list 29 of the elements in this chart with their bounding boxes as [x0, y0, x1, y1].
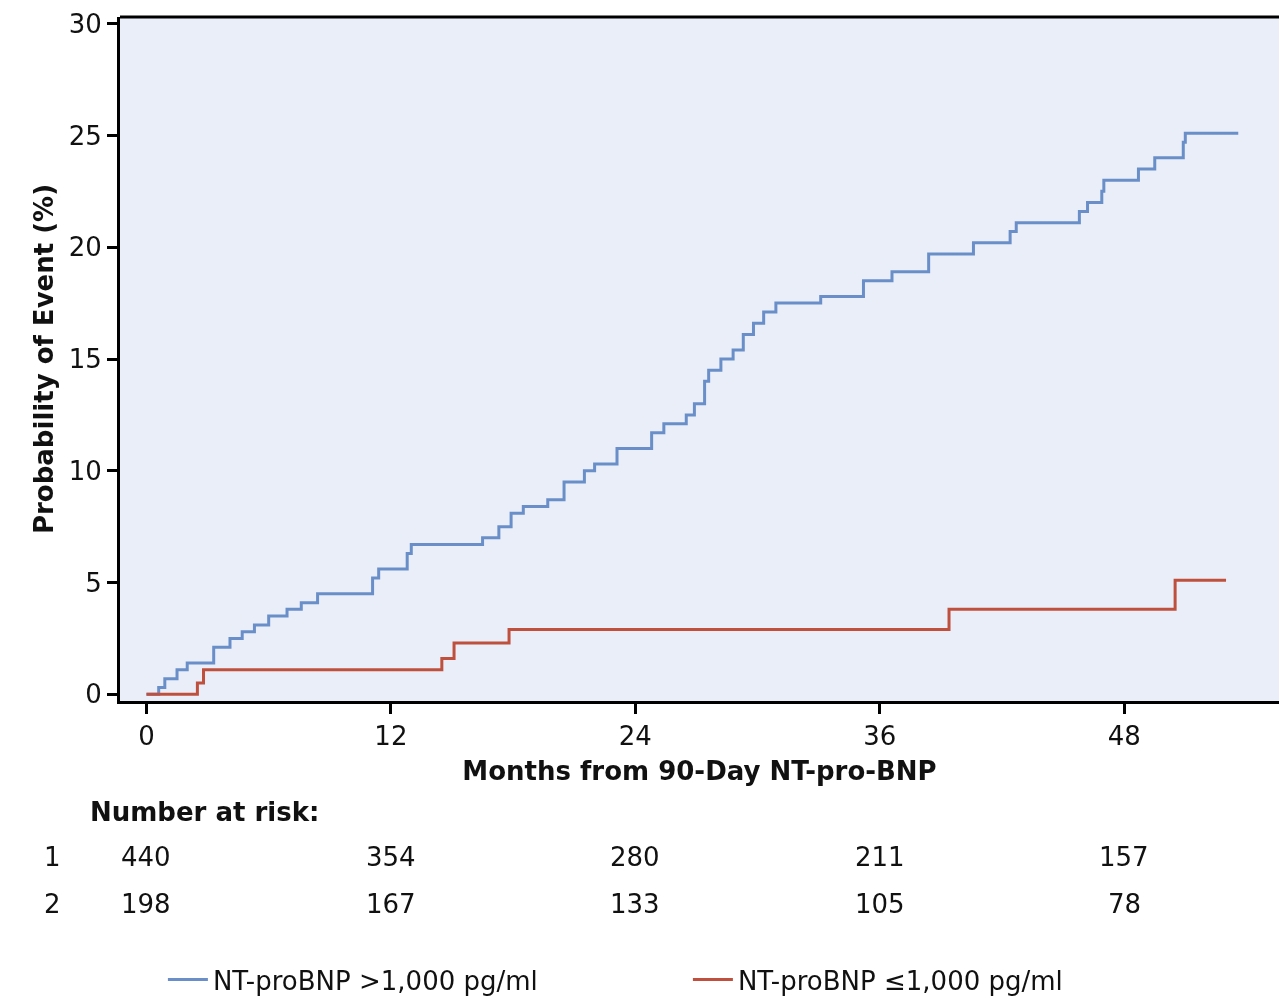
text: 133 — [610, 889, 660, 919]
y-tick-label: 10 — [68, 455, 102, 486]
text: 1 — [44, 842, 61, 872]
y-tick-label: 30 — [68, 8, 102, 39]
y-tick-label: 25 — [68, 120, 102, 151]
x-axis-title: Months from 90-Day NT-pro-BNP — [462, 755, 937, 786]
x-tick-label: 36 — [863, 721, 897, 752]
y-tick-label: 15 — [68, 344, 102, 375]
text: 167 — [366, 889, 416, 919]
x-tick-label: 24 — [618, 721, 652, 752]
text: 2 — [44, 889, 61, 919]
text: 440 — [121, 842, 171, 872]
y-axis-title: Probability of Event (%) — [29, 183, 60, 535]
text: 157 — [1099, 842, 1149, 872]
y-tick-label: 20 — [68, 232, 102, 263]
text: 211 — [855, 842, 905, 872]
text: 198 — [121, 889, 171, 919]
text: 105 — [855, 889, 905, 919]
legend-label: NT-proBNP >1,000 pg/ml — [212, 965, 538, 996]
x-tick-label: 48 — [1107, 721, 1141, 752]
text: 354 — [366, 842, 416, 872]
legend-label: NT-proBNP ≤1,000 pg/ml — [737, 965, 1063, 996]
y-tick-label: 5 — [85, 567, 102, 598]
x-tick-label: 0 — [138, 721, 155, 752]
text: 280 — [610, 842, 660, 872]
text: 78 — [1108, 889, 1142, 919]
y-tick-label: 0 — [85, 679, 102, 710]
text: Number at risk: — [90, 797, 320, 827]
x-tick-label: 12 — [374, 721, 408, 752]
